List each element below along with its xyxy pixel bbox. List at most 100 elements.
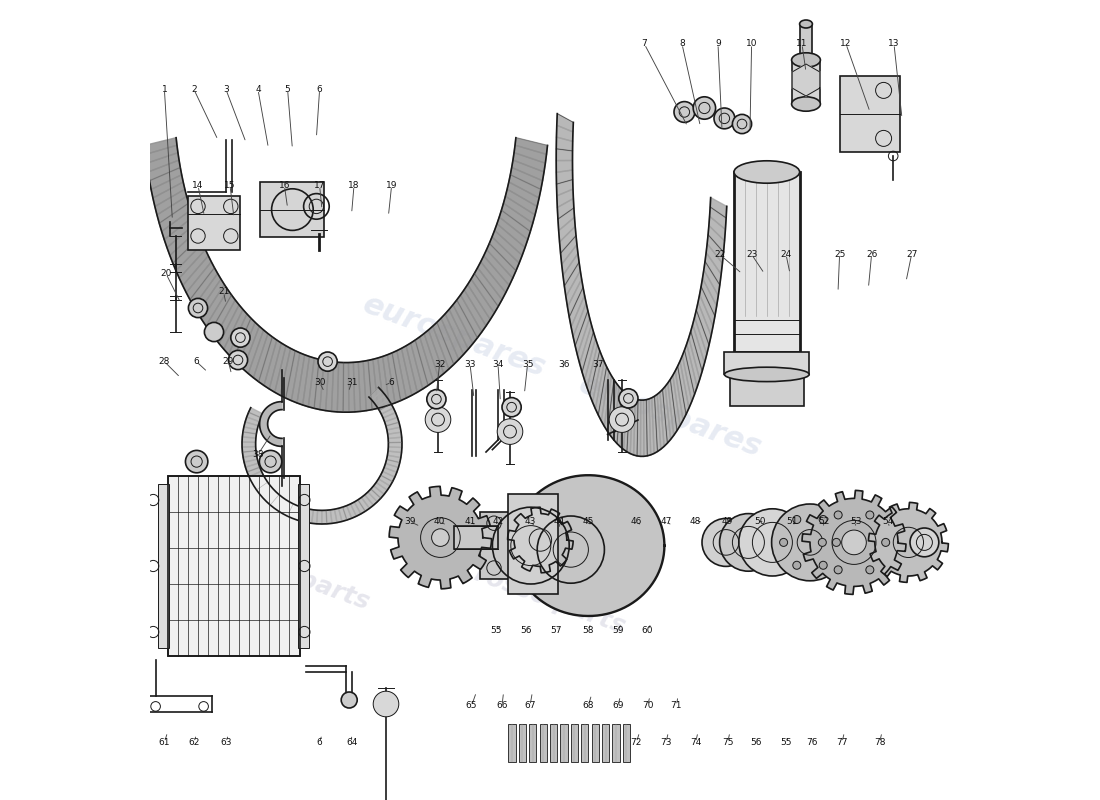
Polygon shape — [689, 331, 702, 379]
Polygon shape — [242, 450, 256, 458]
Circle shape — [341, 692, 358, 708]
Polygon shape — [582, 332, 595, 380]
Polygon shape — [432, 322, 454, 369]
Polygon shape — [297, 507, 305, 522]
Polygon shape — [331, 362, 339, 412]
Polygon shape — [301, 508, 309, 522]
Circle shape — [834, 566, 843, 574]
Text: 55: 55 — [490, 626, 502, 635]
Text: 8: 8 — [679, 39, 685, 49]
Polygon shape — [559, 218, 575, 242]
Polygon shape — [387, 432, 402, 438]
Text: 3: 3 — [223, 85, 229, 94]
Polygon shape — [229, 314, 251, 359]
Circle shape — [820, 515, 827, 523]
Polygon shape — [381, 471, 395, 482]
Text: eurospares: eurospares — [359, 290, 550, 382]
Polygon shape — [446, 310, 469, 354]
Text: 14: 14 — [192, 181, 204, 190]
Polygon shape — [406, 343, 422, 392]
Polygon shape — [315, 359, 324, 410]
Text: 52: 52 — [818, 517, 829, 526]
Polygon shape — [486, 243, 516, 278]
Polygon shape — [280, 348, 295, 398]
Polygon shape — [505, 189, 537, 215]
Circle shape — [882, 538, 890, 546]
Polygon shape — [260, 402, 282, 446]
Circle shape — [833, 538, 840, 546]
Polygon shape — [565, 270, 582, 307]
Polygon shape — [388, 447, 401, 453]
Polygon shape — [338, 362, 343, 412]
Polygon shape — [660, 390, 668, 446]
Polygon shape — [504, 196, 535, 223]
Polygon shape — [243, 326, 264, 374]
Polygon shape — [630, 398, 635, 455]
Polygon shape — [662, 386, 671, 443]
Polygon shape — [253, 334, 273, 382]
Text: 64: 64 — [345, 738, 358, 747]
Text: 1: 1 — [162, 85, 167, 94]
Polygon shape — [383, 467, 397, 477]
Polygon shape — [410, 340, 428, 389]
Polygon shape — [652, 396, 658, 454]
Circle shape — [714, 108, 735, 129]
Polygon shape — [593, 356, 604, 409]
Polygon shape — [146, 153, 179, 172]
Text: 23: 23 — [746, 250, 757, 259]
Circle shape — [818, 538, 826, 546]
Polygon shape — [673, 371, 683, 426]
Polygon shape — [245, 417, 260, 426]
Bar — [613, 724, 619, 762]
Polygon shape — [382, 408, 396, 418]
Polygon shape — [558, 208, 574, 230]
Text: 44: 44 — [554, 517, 565, 526]
Polygon shape — [578, 318, 592, 364]
Polygon shape — [157, 196, 188, 223]
Polygon shape — [326, 510, 332, 524]
Polygon shape — [614, 386, 622, 443]
Polygon shape — [297, 354, 309, 405]
Text: 47: 47 — [660, 517, 672, 526]
Bar — [792, 60, 821, 104]
Circle shape — [619, 389, 638, 408]
Text: 4: 4 — [255, 85, 261, 94]
Polygon shape — [242, 437, 256, 442]
Text: 16: 16 — [278, 181, 290, 190]
Polygon shape — [144, 138, 177, 154]
Polygon shape — [602, 371, 612, 426]
Polygon shape — [383, 413, 397, 422]
Polygon shape — [251, 475, 265, 486]
Polygon shape — [358, 498, 370, 511]
Polygon shape — [368, 359, 378, 410]
Polygon shape — [710, 207, 726, 230]
Circle shape — [842, 530, 867, 554]
Text: 45: 45 — [583, 517, 594, 526]
Bar — [800, 24, 813, 60]
Polygon shape — [649, 398, 654, 455]
Circle shape — [780, 538, 788, 546]
Text: 28: 28 — [158, 357, 170, 366]
Polygon shape — [647, 399, 651, 456]
Text: 49: 49 — [722, 517, 734, 526]
Polygon shape — [274, 498, 286, 511]
Polygon shape — [657, 392, 664, 450]
Polygon shape — [145, 146, 178, 163]
Polygon shape — [513, 475, 664, 616]
Polygon shape — [678, 361, 689, 414]
Bar — [454, 526, 498, 549]
Text: 39: 39 — [405, 517, 416, 526]
Text: rosso parts: rosso parts — [216, 538, 373, 614]
Bar — [167, 476, 299, 656]
Polygon shape — [377, 399, 390, 410]
Polygon shape — [264, 340, 282, 389]
Text: eurospares: eurospares — [574, 370, 766, 462]
Polygon shape — [557, 149, 572, 161]
Polygon shape — [169, 230, 200, 263]
Polygon shape — [354, 500, 365, 514]
Polygon shape — [286, 350, 300, 401]
Polygon shape — [155, 189, 187, 215]
Text: 22: 22 — [714, 250, 725, 259]
Polygon shape — [387, 353, 400, 403]
Polygon shape — [468, 279, 494, 319]
